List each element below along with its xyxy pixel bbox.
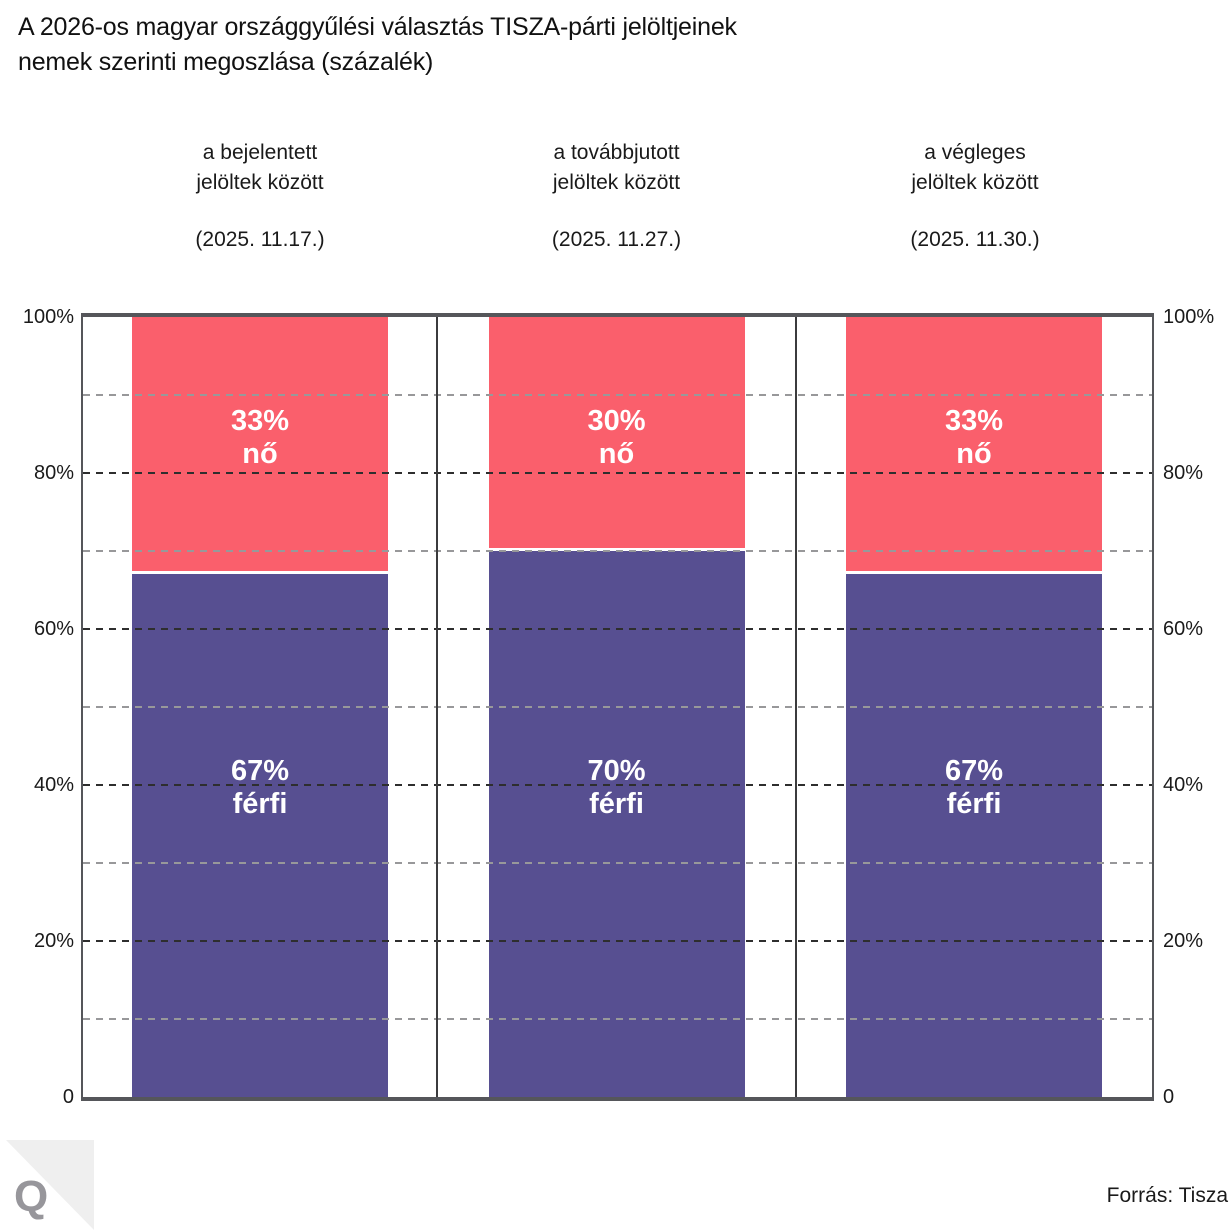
bar-panel-2: 30% nő 70% férfi (437, 317, 796, 1097)
page-title: A 2026-os magyar országgyűlési választás… (18, 13, 737, 76)
y-axis-label-right-100: 100% (1163, 306, 1215, 328)
group-header-date: (2025. 11.27.) (551, 228, 682, 251)
plot-area: 33% nő 67% férfi 30% nő 70% férfi 33% nő 67% … (81, 313, 1154, 1101)
panel-divider (795, 317, 797, 1097)
bar-label-no: 30% nő (587, 405, 646, 470)
logo-qubit: Q (6, 1140, 94, 1230)
gridline-10 (83, 1018, 1152, 1020)
y-axis-label-left-20: 20% (33, 930, 74, 952)
y-axis-label-left-80: 80% (33, 462, 74, 484)
logo-q-letter: Q (14, 1172, 49, 1221)
y-axis-label-left-0: 0 (62, 1086, 74, 1108)
gridline-90 (83, 394, 1152, 396)
bar-segment-no (132, 317, 388, 575)
gridline-20 (83, 940, 1152, 942)
y-axis-label-right-60: 60% (1163, 618, 1204, 640)
gridline-70 (83, 550, 1152, 552)
bar-label-ferfi: 67% férfi (944, 755, 1004, 820)
group-header-date: (2025. 11.17.) (195, 228, 325, 251)
bar-panel-1: 33% nő 67% férfi (83, 317, 437, 1097)
y-axis-label-left-40: 40% (33, 774, 74, 796)
group-header-date: (2025. 11.30.) (910, 228, 1040, 251)
group-header-1: a bejelentett jelöltek között (2025. 11.1… (83, 138, 437, 255)
bar-segment-ferfi (846, 574, 1102, 1097)
bar-label-no: 33% nő (230, 405, 290, 470)
y-axis-label-left-100: 100% (22, 306, 74, 328)
bar-segment-no (488, 317, 745, 551)
gridline-50 (83, 706, 1152, 708)
y-axis-label-right-20: 20% (1163, 930, 1204, 952)
bar-segment-ferfi (132, 574, 388, 1097)
bar-stack (132, 317, 388, 1097)
bar-segment-ferfi (488, 551, 745, 1097)
bar-stack (488, 317, 745, 1097)
gridline-60 (83, 628, 1152, 630)
gridline-30 (83, 862, 1152, 864)
bar-label-ferfi: 67% férfi (230, 755, 290, 820)
panel-divider (436, 317, 438, 1097)
bar-stack (846, 317, 1102, 1097)
y-axis-label-right-0: 0 (1163, 1086, 1175, 1108)
group-header-title: a továbbjutott jelöltek között (552, 141, 681, 194)
group-header-3: a végleges jelöltek között (2025. 11.30.) (796, 138, 1154, 255)
bar-panel-3: 33% nő 67% férfi (796, 317, 1152, 1097)
source-note: Forrás: Tisza (1106, 1184, 1228, 1207)
group-header-title: a végleges jelöltek között (911, 141, 1039, 194)
y-axis-label-right-80: 80% (1163, 462, 1204, 484)
group-header-2: a továbbjutott jelöltek között (2025. 11.… (437, 138, 796, 255)
y-axis-label-right-40: 40% (1163, 774, 1204, 796)
group-header-title: a bejelentett jelöltek között (196, 141, 324, 194)
y-axis-label-left-60: 60% (33, 618, 74, 640)
bar-label-no: 33% nő (944, 405, 1004, 470)
bar-segment-no (846, 317, 1102, 575)
bar-label-ferfi: 70% férfi (587, 755, 646, 820)
gridline-80 (83, 472, 1152, 474)
gridline-40 (83, 784, 1152, 786)
